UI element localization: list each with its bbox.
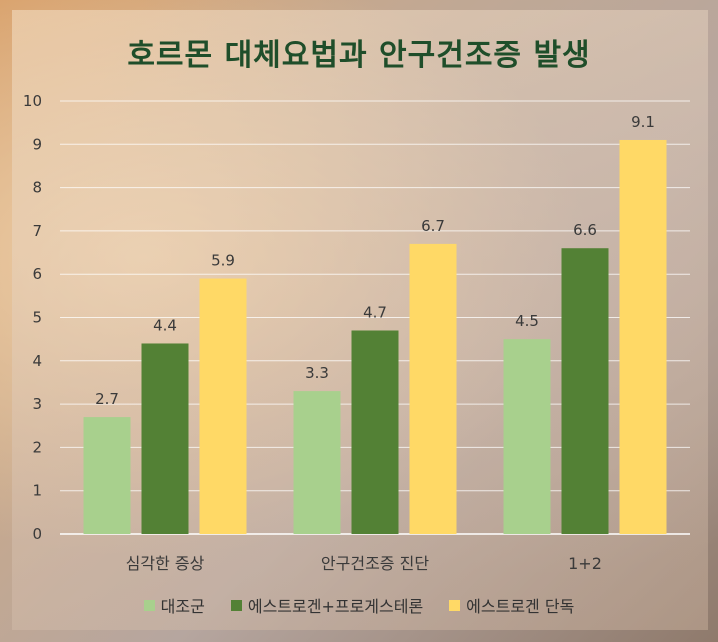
legend-label: 대조군 [160, 597, 205, 616]
data-label: 9.1 [631, 113, 655, 131]
chart-title: 호르몬 대체요법과 안구건조증 발생 [127, 38, 591, 73]
legend-item: 에스트로겐+프로게스테론 [230, 593, 424, 617]
y-tick-label: 10 [23, 92, 42, 110]
data-label: 6.6 [573, 221, 597, 239]
legend-swatch [449, 599, 461, 611]
y-tick-label: 8 [32, 179, 42, 197]
data-label: 2.7 [95, 390, 119, 408]
x-tick-label: 심각한 증상 [126, 554, 205, 573]
y-tick-label: 0 [32, 525, 42, 543]
bar [409, 243, 457, 534]
y-tick-label: 7 [32, 222, 42, 240]
bar [351, 330, 399, 534]
legend-swatch [143, 599, 155, 611]
legend-item: 에스트로겐 단독 [449, 593, 574, 617]
y-tick-label: 2 [32, 438, 42, 456]
x-tick-label: 안구건조증 진단 [321, 554, 429, 573]
legend-item: 대조군 [143, 593, 205, 617]
legend-swatch [230, 599, 242, 611]
data-label: 6.7 [421, 217, 445, 235]
data-label: 3.3 [305, 364, 329, 382]
bar [83, 417, 131, 534]
data-label: 4.5 [515, 312, 539, 330]
y-tick-label: 4 [32, 352, 42, 370]
y-tick-label: 3 [32, 395, 42, 413]
y-tick-label: 6 [32, 265, 42, 283]
data-label: 5.9 [211, 252, 235, 270]
bar [619, 139, 667, 534]
bar [503, 339, 551, 534]
bar [293, 391, 341, 534]
data-label: 4.4 [153, 316, 177, 334]
bar [199, 278, 247, 534]
legend-label: 에스트로겐+프로게스테론 [247, 597, 424, 616]
y-tick-label: 1 [32, 482, 42, 500]
y-tick-label: 9 [32, 135, 42, 153]
legend-label: 에스트로겐 단독 [466, 597, 575, 616]
x-tick-label: 1+2 [568, 554, 602, 573]
data-label: 4.7 [363, 303, 387, 321]
y-tick-label: 5 [32, 309, 42, 327]
bar [141, 343, 189, 534]
bar [561, 248, 609, 534]
chart-legend: 대조군 에스트로겐+프로게스테론 에스트로겐 단독 [0, 593, 718, 617]
